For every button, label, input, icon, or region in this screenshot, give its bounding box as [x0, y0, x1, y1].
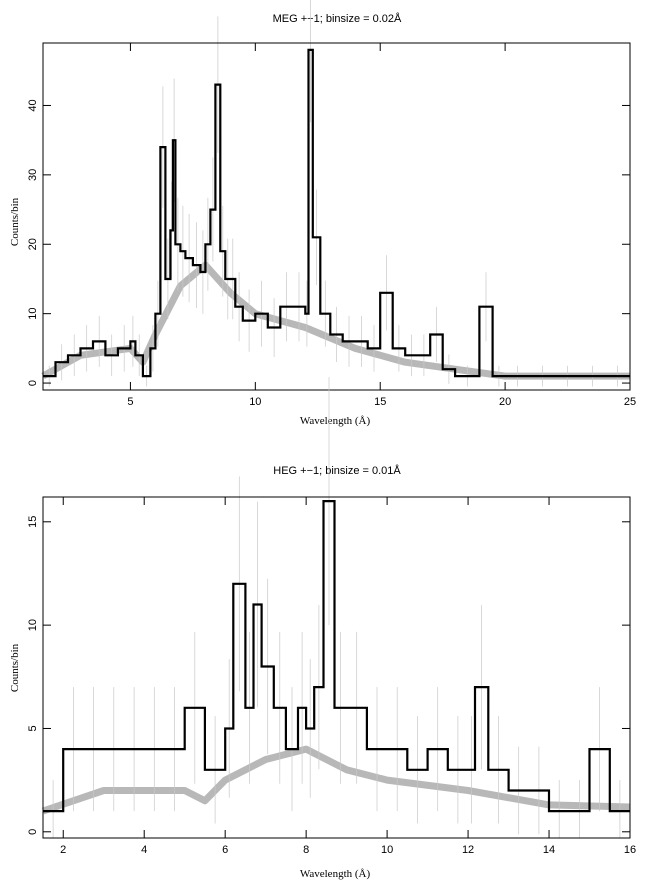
- meg-plot-frame: [42, 42, 631, 391]
- heg-x-tick-label: 2: [60, 844, 66, 856]
- heg-x-tick-label: 6: [222, 844, 228, 856]
- heg-data-histogram: [43, 500, 630, 813]
- meg-x-tick-label: 20: [499, 396, 511, 408]
- meg-y-tick-label: 10: [27, 308, 39, 320]
- meg-x-tick-label: 10: [249, 396, 261, 408]
- meg-y-axis-label: Counts/bin: [9, 197, 21, 246]
- meg-data-histogram-layer: [43, 0, 631, 387]
- heg-x-tick-label: 12: [462, 844, 474, 856]
- heg-y-axis-label: Counts/bin: [9, 643, 21, 692]
- meg-y-tick-label: 30: [27, 169, 39, 181]
- meg-y-tick-label: 40: [27, 99, 39, 111]
- heg-y-tick-label: 10: [27, 619, 39, 631]
- heg-x-tick-label: 16: [624, 844, 636, 856]
- heg-plot-frame: [42, 496, 631, 839]
- heg-spectrum-panel: HEG +−1; binsize = 0.01Å 2 4 6 8 10 12 14 16 0 5 1…: [9, 377, 636, 880]
- heg-axis-ticks: 2 4 6 8 10 12 14 16 0 5 10 15: [27, 497, 636, 856]
- heg-y-tick-label: 15: [27, 516, 39, 528]
- meg-y-tick-label: 0: [27, 380, 39, 386]
- heg-y-tick-label: 5: [27, 725, 39, 731]
- meg-spectrum-panel: MEG +−1; binsize = 0.02Å 5 10 15 20 25 0 10 20 3…: [9, 0, 636, 427]
- meg-data-histogram: [43, 48, 630, 378]
- meg-x-tick-label: 5: [127, 396, 133, 408]
- heg-chart-title: HEG +−1; binsize = 0.01Å: [273, 464, 401, 477]
- heg-x-axis-label: Wavelength (Å): [300, 868, 371, 880]
- meg-chart-title: MEG +−1; binsize = 0.02Å: [273, 12, 402, 25]
- meg-axis-ticks: 5 10 15 20 25 0 10 20 30 40: [27, 43, 636, 408]
- meg-y-tick-label: 20: [27, 238, 39, 250]
- heg-x-tick-label: 8: [303, 844, 309, 856]
- heg-y-tick-label: 0: [27, 829, 39, 835]
- meg-x-tick-label: 15: [374, 396, 386, 408]
- heg-model-band: [41, 745, 631, 815]
- heg-x-tick-label: 10: [381, 844, 393, 856]
- meg-x-axis-label: Wavelength (Å): [300, 415, 371, 427]
- heg-data-histogram-layer: [43, 377, 631, 838]
- heg-x-tick-label: 4: [141, 844, 147, 856]
- heg-model-band-layer: [41, 745, 631, 815]
- meg-x-tick-label: 25: [624, 396, 636, 408]
- heg-x-tick-label: 14: [543, 844, 555, 856]
